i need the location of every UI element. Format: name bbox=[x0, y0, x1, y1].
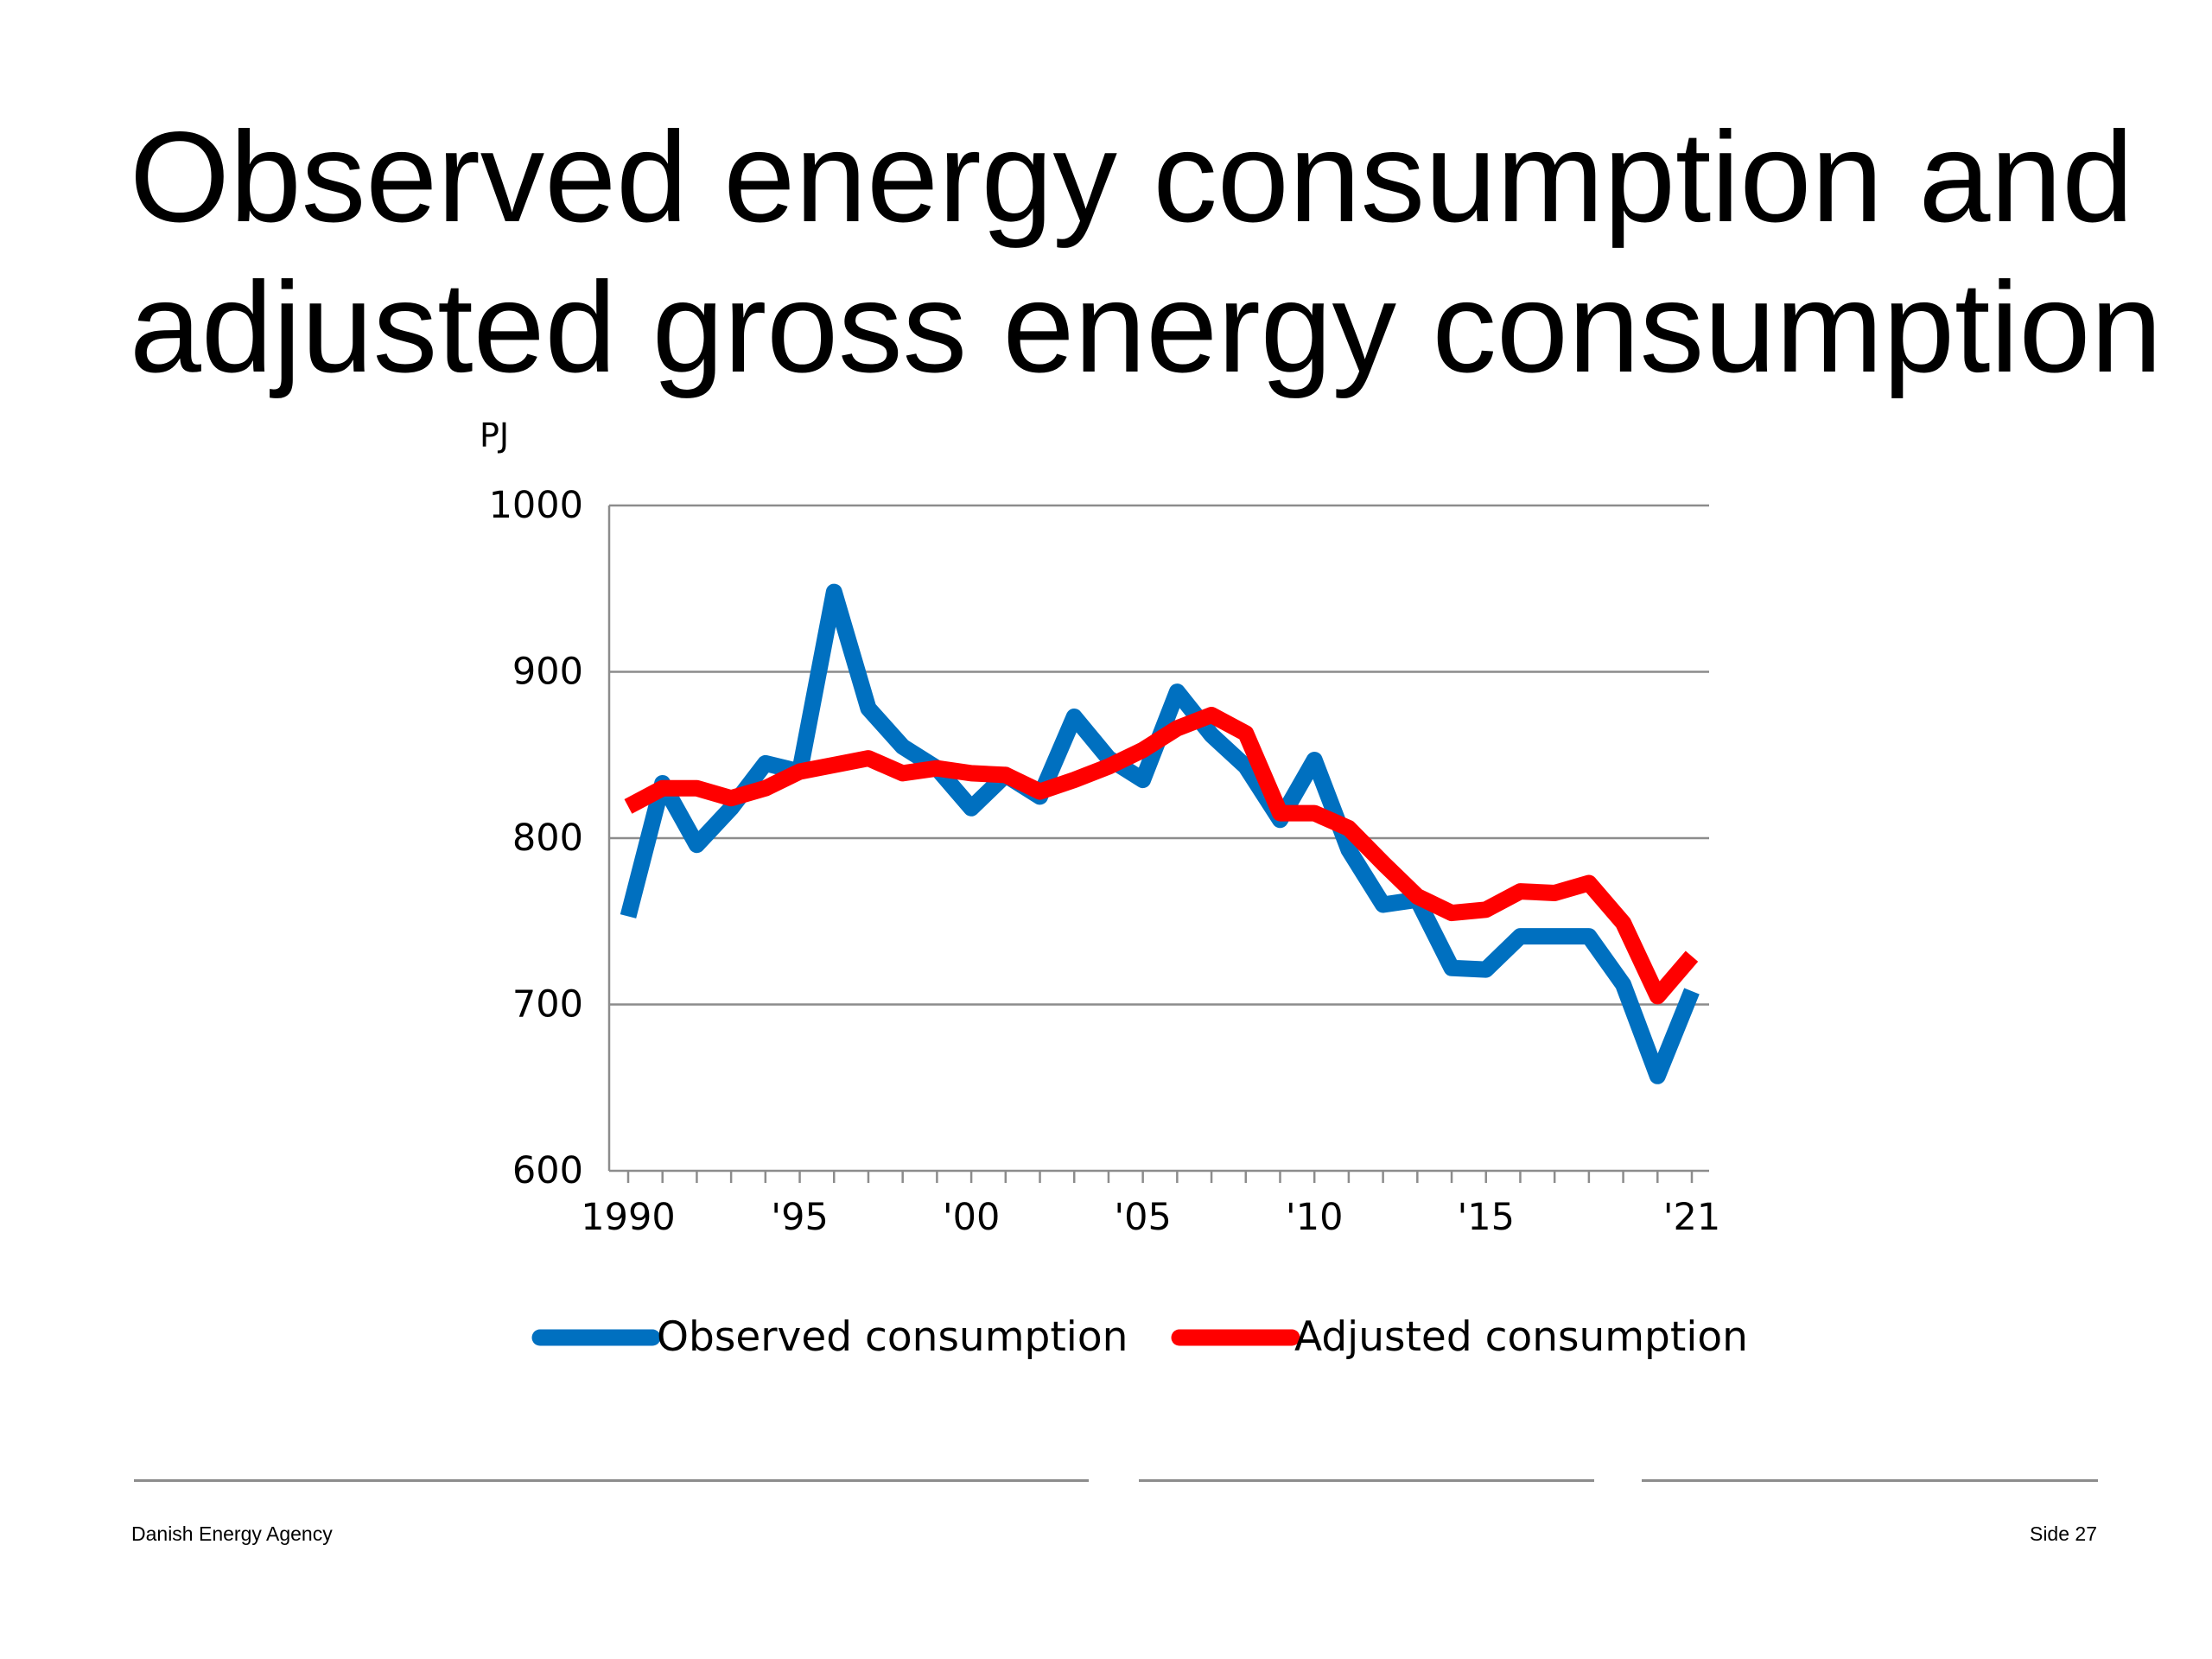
y-tick-label-800: 800 bbox=[512, 817, 583, 860]
footer-divider-middle bbox=[1139, 1479, 1594, 1482]
footer-divider-left bbox=[134, 1479, 1089, 1482]
series-line-2 bbox=[624, 707, 1699, 1005]
legend-label-2: Adjusted consumption bbox=[1294, 1313, 1748, 1361]
slide-title-line-2: adjusted gross energy consumption bbox=[130, 255, 2163, 399]
y-tick-label-600: 600 bbox=[512, 1149, 583, 1192]
x-tick-label-2010: '10 bbox=[1286, 1196, 1344, 1239]
axes bbox=[607, 505, 1709, 1183]
gridlines bbox=[609, 504, 1709, 1006]
x-tick-label-1995: '95 bbox=[771, 1196, 829, 1239]
series-lines bbox=[620, 583, 1700, 1084]
footer-divider-right bbox=[1642, 1479, 2098, 1482]
y-tick-label-1000: 1000 bbox=[489, 484, 583, 527]
y-tick-label-900: 900 bbox=[512, 651, 583, 694]
x-tick-label-2021: '21 bbox=[1663, 1196, 1721, 1239]
slide-title: Observed energy consumption and adjusted… bbox=[130, 102, 2163, 403]
x-tick-label-1990: 1990 bbox=[581, 1196, 675, 1239]
legend: Observed consumption Adjusted consumption bbox=[531, 1313, 1748, 1361]
axis-labels: 600 700 800 900 1000 1990 '95 '00 '05 '10 '15 '21 PJ bbox=[480, 416, 1720, 1239]
footer-page-number: Side 27 bbox=[2029, 1522, 2097, 1545]
slide-title-line-1: Observed energy consumption and bbox=[130, 105, 2134, 249]
y-tick-label-700: 700 bbox=[512, 983, 583, 1027]
y-axis-unit-label: PJ bbox=[480, 416, 509, 454]
x-tick-label-2005: '05 bbox=[1114, 1196, 1172, 1239]
x-tick-label-2000: '00 bbox=[943, 1196, 1001, 1239]
x-tick-label-2015: '15 bbox=[1457, 1196, 1515, 1239]
legend-label-1: Observed consumption bbox=[657, 1313, 1128, 1361]
footer-organization: Danish Energy Agency bbox=[131, 1522, 333, 1545]
